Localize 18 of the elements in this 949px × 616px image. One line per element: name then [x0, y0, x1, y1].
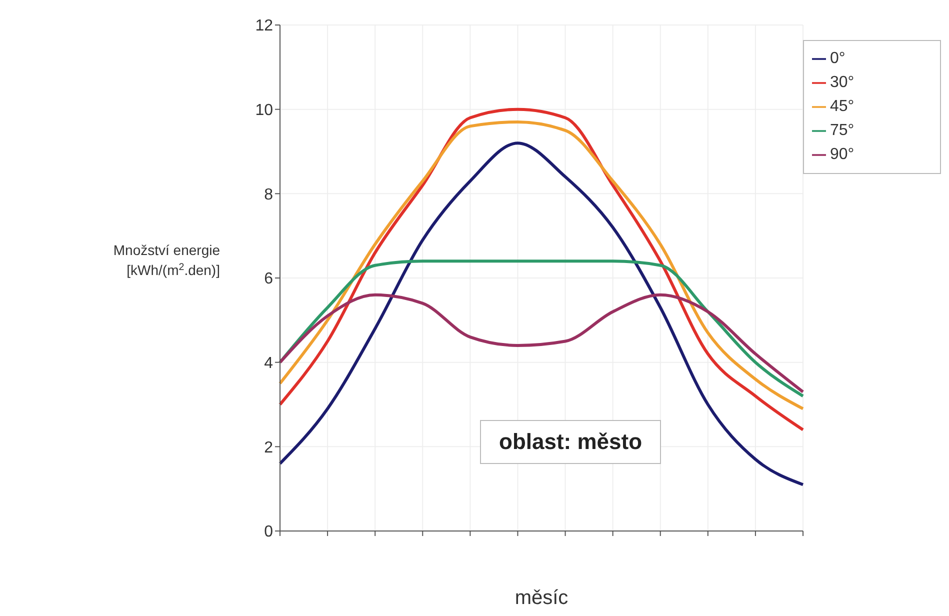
y-tick-label: 2: [264, 439, 274, 456]
y-tick-label: 10: [255, 102, 274, 120]
legend-label: 90°: [830, 146, 854, 163]
y-tick-label: 12: [255, 18, 274, 35]
y-tick-label: 6: [264, 270, 274, 288]
y-axis-title: Množství energie [kWh/(m$^{2}$.den)]: [113, 242, 220, 278]
line-series: [278, 260, 804, 398]
annotation: oblast: město: [480, 420, 662, 464]
y-tick-label: 0: [264, 524, 274, 541]
line-series: [278, 293, 804, 394]
y-tick-label: 4: [264, 355, 274, 372]
legend-label: 0°: [830, 50, 846, 67]
line-series: [278, 142, 804, 486]
legend-label: 75°: [830, 122, 854, 139]
y-tick-label: 8: [264, 186, 274, 204]
legend-label: 45°: [830, 98, 854, 115]
x-axis-title: měsíc: [514, 587, 568, 609]
legend-label: 30°: [830, 74, 854, 91]
